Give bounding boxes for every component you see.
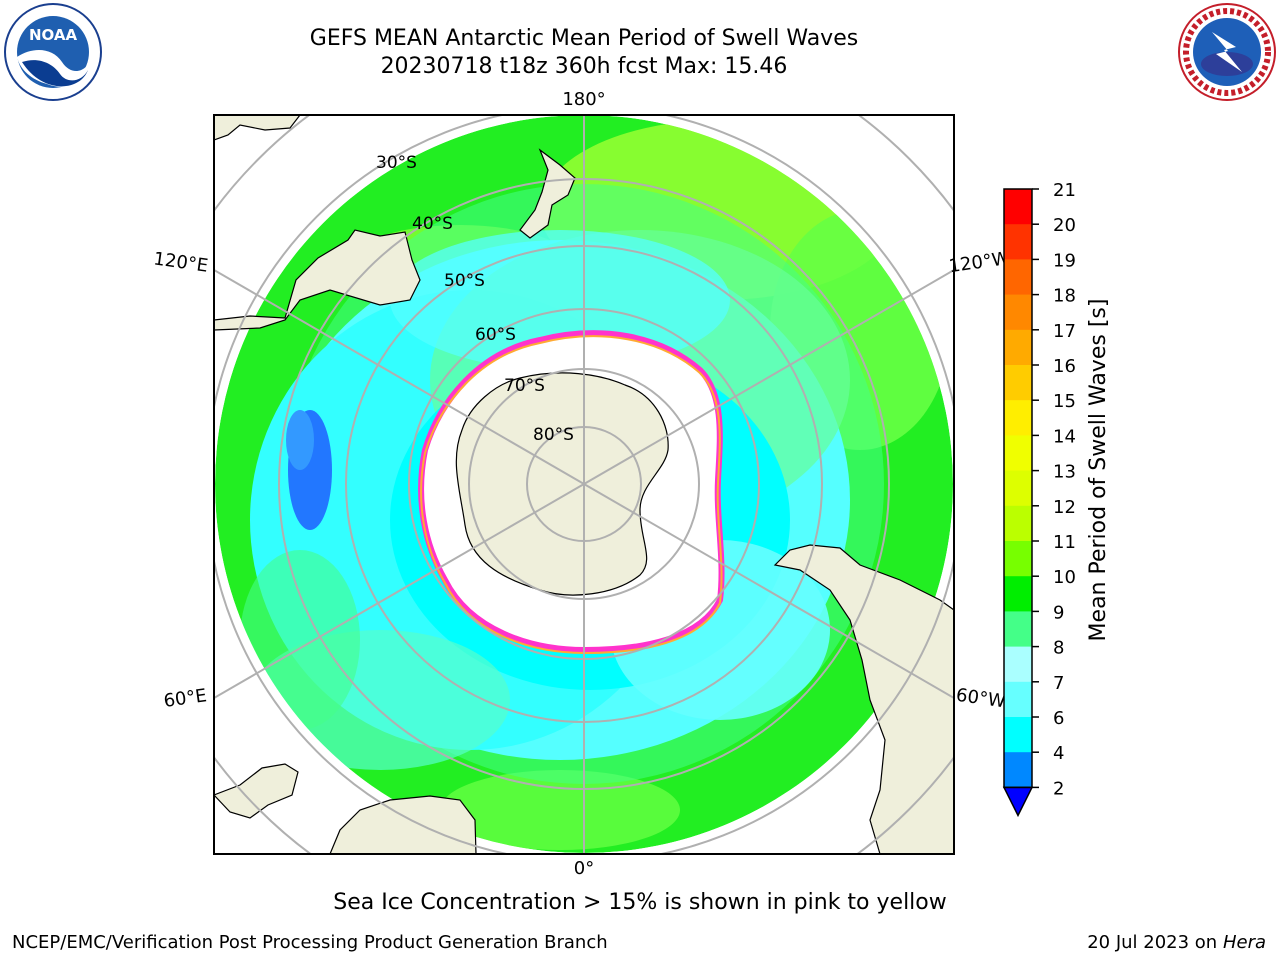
lat-label-60s: 60°S xyxy=(475,325,516,345)
colorbar-segment xyxy=(1004,470,1032,507)
colorbar-segment xyxy=(1004,329,1032,366)
colorbar-tick-label: 15 xyxy=(1053,391,1076,412)
africa-land xyxy=(329,795,477,854)
colorbar-segment xyxy=(1004,294,1032,331)
lat-label-30s: 30°S xyxy=(376,153,417,173)
noaa-logo-text: NOAA xyxy=(29,26,78,44)
colorbar-tick-label: 10 xyxy=(1053,567,1076,588)
colorbar-tick-label: 16 xyxy=(1053,356,1076,377)
footer-producer: NCEP/EMC/Verification Post Processing Pr… xyxy=(12,932,608,953)
south-america-land xyxy=(773,544,954,854)
colorbar-segment xyxy=(1004,717,1032,753)
lat-label-50s: 50°S xyxy=(444,271,485,291)
lon-label-60w: 60°W xyxy=(955,685,1007,713)
colorbar-segment xyxy=(1004,611,1032,648)
graticule xyxy=(214,115,954,854)
colorbar-segment xyxy=(1004,259,1032,296)
chart-title: GEFS MEAN Antarctic Mean Period of Swell… xyxy=(309,26,859,51)
colorbar-segment xyxy=(1004,681,1032,718)
colorbar-tick-label: 12 xyxy=(1053,497,1076,518)
colorbar-tick-label: 17 xyxy=(1053,321,1076,342)
colorbar: 21 20 19 18 17 16 15 14 13 12 11 10 9 8 7 6 4 2 xyxy=(1002,180,1076,818)
lon-label-180: 180° xyxy=(562,89,605,110)
map-frame xyxy=(213,114,955,855)
colorbar-tick-label: 8 xyxy=(1053,638,1064,659)
colorbar-tick-label: 19 xyxy=(1053,250,1076,271)
footer-date: 20 Jul 2023 on Hera xyxy=(1087,932,1266,953)
new-zealand-land xyxy=(519,148,576,239)
colorbar-tick-label: 11 xyxy=(1053,532,1076,553)
colorbar-segment xyxy=(1004,646,1032,683)
australia-land xyxy=(214,229,421,331)
nws-logo-icon xyxy=(1178,3,1276,101)
lat-label-80s: 80°S xyxy=(533,425,574,445)
lon-label-60e: 60°E xyxy=(162,685,208,712)
chart-subtitle: 20230718 t18z 360h fcst Max: 15.46 xyxy=(380,54,788,79)
colorbar-tick-label: 7 xyxy=(1053,673,1064,694)
colorbar-tick-label: 4 xyxy=(1053,743,1064,764)
colorbar-tick-label: 20 xyxy=(1053,215,1076,236)
colorbar-tick-label: 14 xyxy=(1053,426,1076,447)
colorbar-label: Mean Period of Swell Waves [s] xyxy=(1086,299,1111,642)
colorbar-tick-label: 18 xyxy=(1053,286,1076,307)
colorbar-segment xyxy=(1004,400,1032,436)
colorbar-segment xyxy=(1004,505,1032,542)
noaa-logo-icon: NOAA xyxy=(4,3,102,101)
colorbar-segment xyxy=(1004,435,1032,472)
colorbar-extend-arrow xyxy=(1002,786,1034,818)
lat-label-70s: 70°S xyxy=(504,376,545,396)
colorbar-tick-label: 21 xyxy=(1053,180,1076,201)
colorbar-tick-label: 13 xyxy=(1053,462,1076,483)
footer-date-text: 20 Jul 2023 on xyxy=(1087,932,1223,953)
colorbar-segment xyxy=(1004,541,1032,577)
colorbar-outline xyxy=(1003,188,1033,789)
colorbar-tick-label: 2 xyxy=(1053,778,1064,799)
sea-ice-note: Sea Ice Concentration > 15% is shown in … xyxy=(333,890,947,915)
lon-label-0: 0° xyxy=(574,858,594,879)
colorbar-tick-label: 6 xyxy=(1053,708,1064,729)
colorbar-segment xyxy=(1004,224,1032,260)
colorbar-segment xyxy=(1004,189,1032,225)
antarctica-land xyxy=(455,372,669,596)
colorbar-segment xyxy=(1004,365,1032,401)
lon-label-120e: 120°E xyxy=(152,248,209,276)
colorbar-tick-label: 9 xyxy=(1053,602,1064,623)
lat-label-40s: 40°S xyxy=(412,214,453,234)
colorbar-segment xyxy=(1004,576,1032,612)
footer-machine: Hera xyxy=(1222,932,1266,953)
colorbar-segment xyxy=(1004,752,1032,788)
lon-label-120w: 120°W xyxy=(947,248,1011,277)
